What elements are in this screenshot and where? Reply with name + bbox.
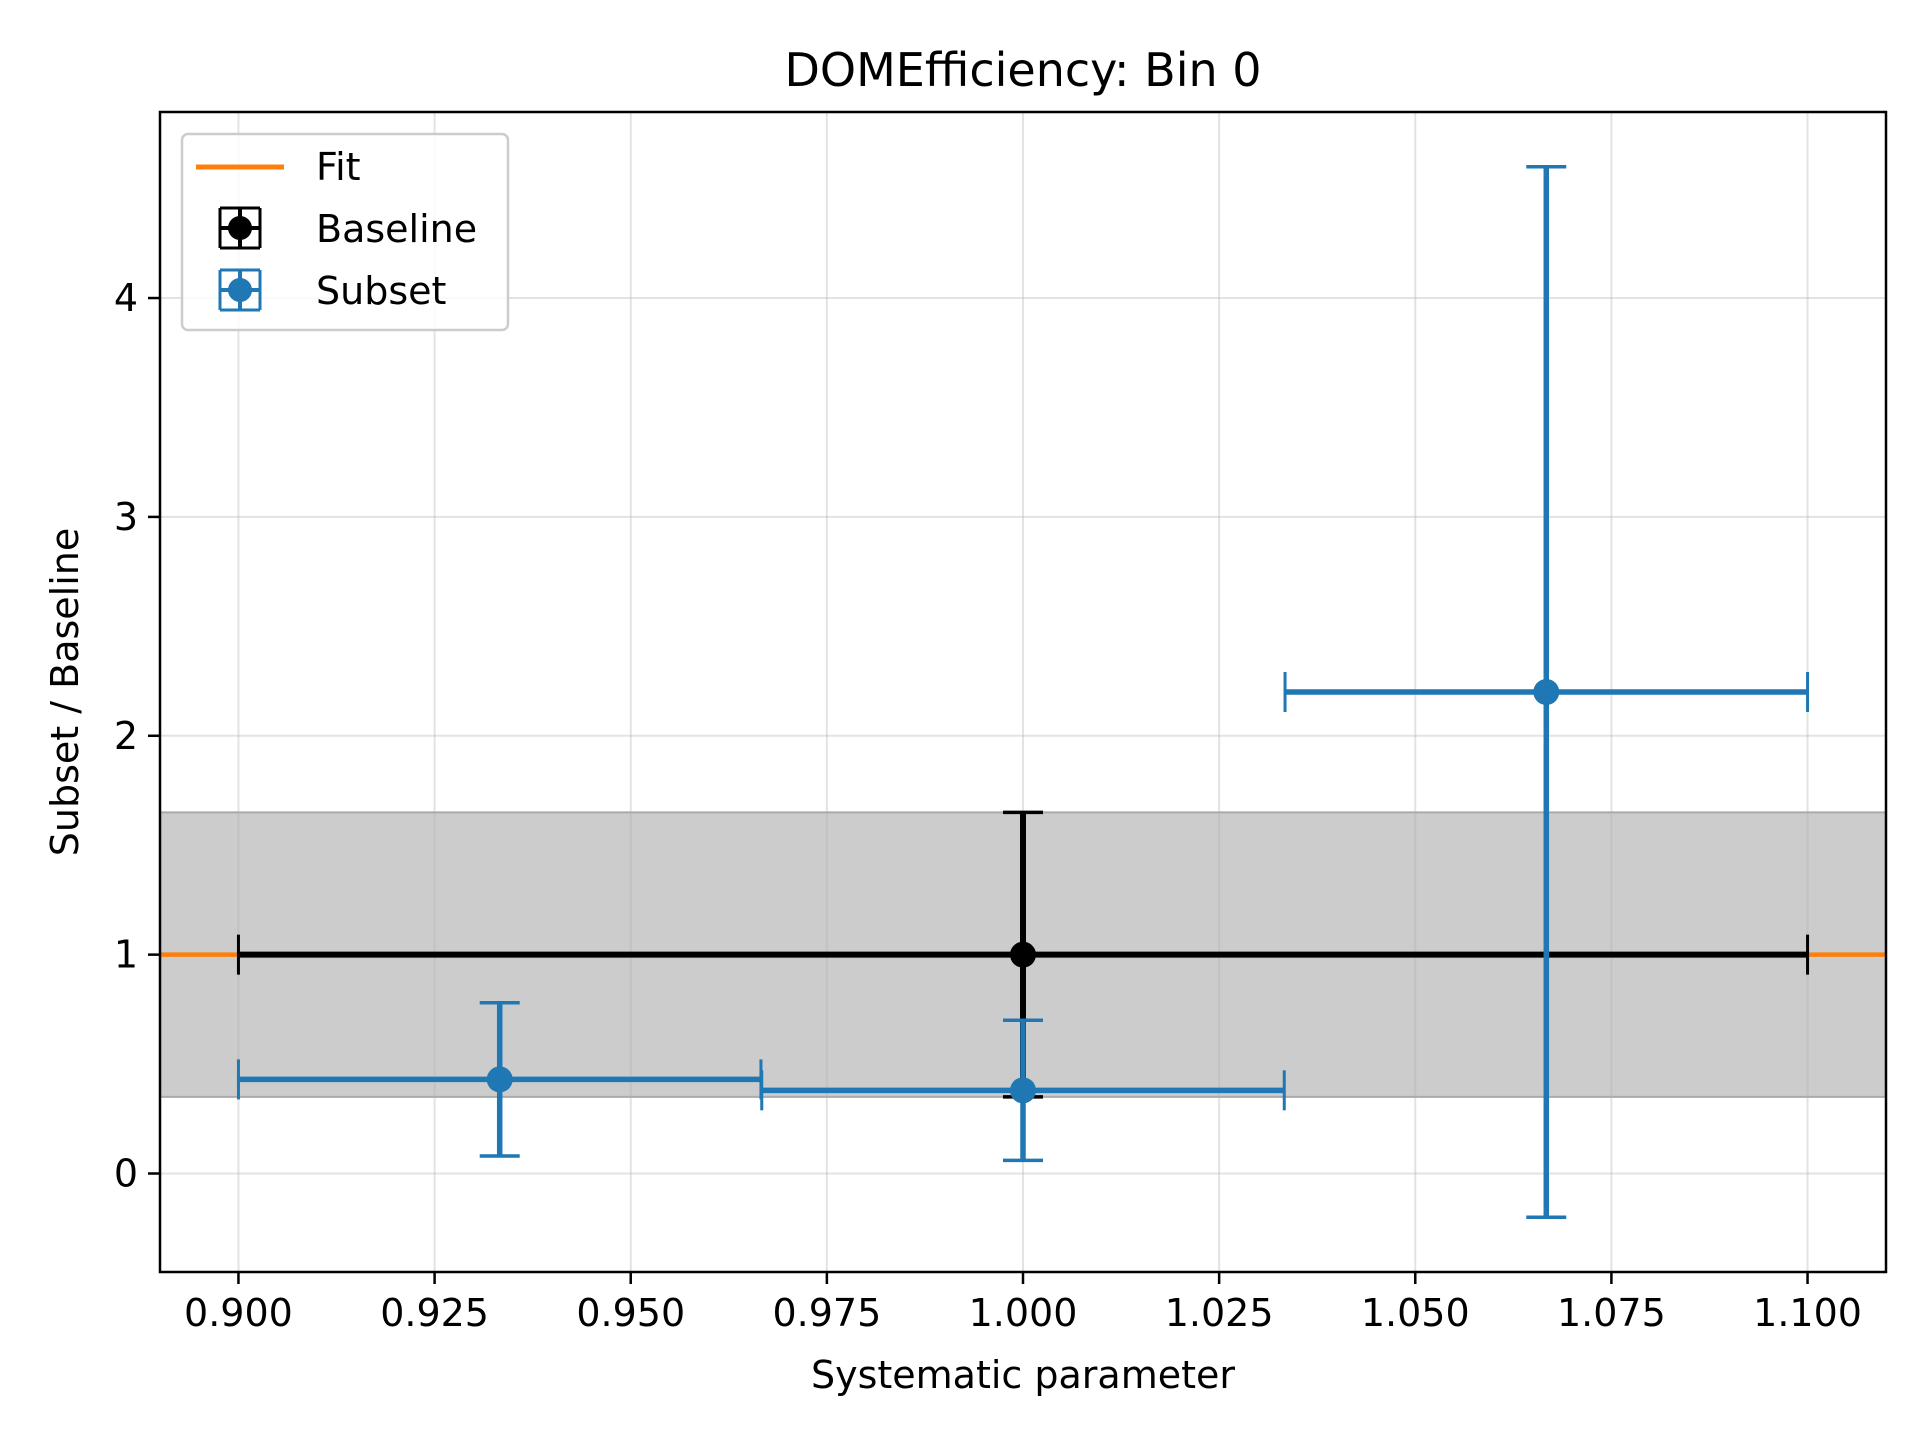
x-tick-label: 1.050 [1361, 1291, 1470, 1335]
y-axis-label: Subset / Baseline [43, 528, 87, 856]
subset-series-layer [236, 164, 1810, 1220]
legend-baseline-label: Baseline [316, 207, 477, 251]
x-tick-label: 0.950 [576, 1291, 685, 1335]
y-tick-label: 4 [114, 276, 138, 320]
ticks-layer: 0.900 0.925 0.950 0.975 1.000 1.025 1.050 1.075… [114, 276, 1862, 1335]
subset-point [486, 1066, 513, 1093]
x-tick-label: 1.025 [1165, 1291, 1274, 1335]
y-tick-label: 0 [114, 1152, 138, 1196]
x-tick-label: 0.900 [184, 1291, 293, 1335]
x-tick-label: 1.100 [1753, 1291, 1862, 1335]
legend-subset-swatch [218, 268, 262, 312]
x-tick-label: 0.975 [772, 1291, 881, 1335]
legend-box [180, 132, 510, 332]
chart-title: DOMEfficiency: Bin 0 [784, 43, 1261, 97]
legend-baseline-swatch [218, 206, 262, 250]
x-axis-label: Systematic parameter [811, 1353, 1235, 1397]
baseline-point [1010, 941, 1036, 968]
legend: Fit Baseline Subset [180, 132, 510, 332]
subset-point [1010, 1077, 1036, 1104]
x-tick-label: 1.075 [1557, 1291, 1666, 1335]
y-tick-label: 1 [114, 933, 138, 977]
y-tick-label: 2 [114, 714, 138, 758]
subset-point [1533, 679, 1560, 705]
legend-subset-label: Subset [316, 269, 446, 313]
y-tick-label: 3 [114, 495, 138, 539]
legend-fit-label: Fit [316, 145, 361, 189]
x-tick-label: 0.925 [380, 1291, 489, 1335]
x-tick-label: 1.000 [969, 1291, 1078, 1335]
